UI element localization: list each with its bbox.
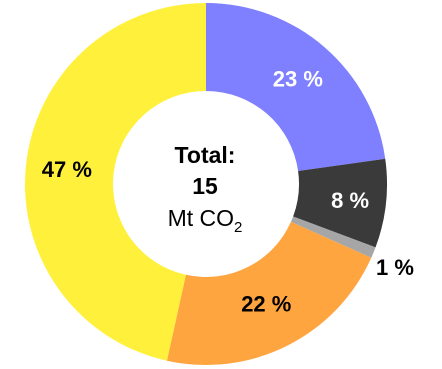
donut-slices (25, 3, 387, 365)
center-unit-subscript: 2 (234, 219, 242, 236)
slice-label-3: 1 % (376, 255, 414, 280)
slice-label-1: 23 % (273, 66, 323, 91)
slice-labels: 23 % 8 % 1 % 22 % 47 % (42, 66, 414, 316)
donut-slice-3 (290, 216, 376, 258)
center-unit: Mt CO2 (168, 205, 243, 236)
center-unit-main: Mt CO (168, 205, 234, 231)
donut-slice-4 (166, 221, 372, 365)
slice-label-5: 47 % (42, 157, 92, 182)
donut-slice-5 (25, 3, 206, 361)
center-total-label: Total: (175, 142, 236, 168)
donut-slice-2 (293, 158, 387, 248)
center-text: Total: 15 Mt CO2 (168, 142, 243, 236)
slice-label-4: 22 % (241, 292, 291, 317)
donut-slice-1 (206, 3, 386, 172)
center-total-value: 15 (192, 173, 218, 199)
slice-label-2: 8 % (331, 188, 369, 213)
